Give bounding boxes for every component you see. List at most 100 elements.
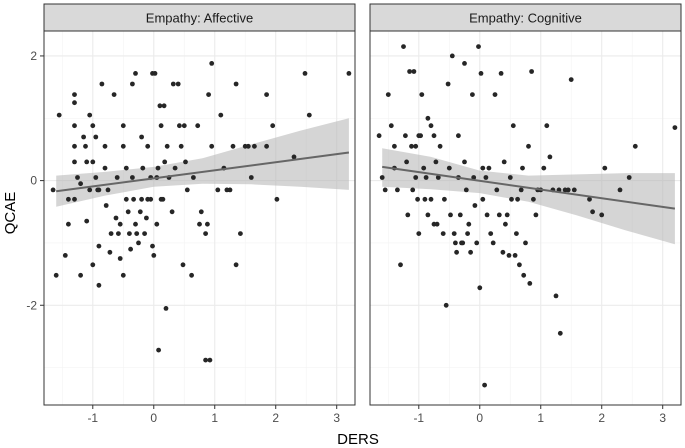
data-point — [183, 159, 188, 165]
data-point — [99, 81, 105, 87]
data-point — [117, 221, 123, 227]
data-point — [50, 187, 56, 193]
data-point — [416, 231, 422, 237]
data-point — [587, 196, 592, 202]
y-tick-label: -2 — [26, 298, 37, 312]
data-point — [81, 134, 86, 140]
data-point — [191, 175, 196, 180]
data-point — [443, 302, 449, 308]
data-point — [460, 240, 466, 246]
data-point — [404, 159, 409, 165]
data-point — [245, 143, 251, 149]
data-point — [509, 196, 514, 202]
data-point — [139, 134, 145, 140]
data-point — [521, 272, 527, 278]
data-point — [501, 159, 507, 165]
data-point — [87, 187, 93, 193]
data-point — [160, 196, 166, 202]
x-tick-label: 2 — [272, 411, 279, 425]
data-point — [435, 175, 441, 180]
data-point — [428, 123, 434, 129]
data-point — [599, 212, 605, 218]
data-point — [248, 175, 254, 180]
data-point — [544, 123, 550, 129]
data-point — [409, 143, 414, 149]
data-point — [478, 71, 484, 76]
data-point — [133, 221, 138, 227]
data-point — [105, 187, 111, 193]
panel-background — [44, 31, 355, 405]
data-point — [96, 243, 102, 249]
data-point — [56, 112, 62, 118]
data-point — [480, 196, 486, 202]
data-point — [291, 154, 297, 160]
data-point — [90, 159, 96, 165]
data-point — [180, 262, 186, 268]
data-point — [440, 231, 446, 237]
data-point — [302, 71, 308, 76]
data-point — [75, 175, 80, 180]
data-point — [422, 196, 428, 202]
data-point — [482, 382, 487, 388]
data-point — [410, 187, 416, 193]
data-point — [418, 133, 423, 139]
data-point — [230, 143, 236, 149]
data-point — [526, 143, 531, 149]
data-point — [264, 92, 269, 97]
data-point — [415, 196, 420, 202]
data-point — [565, 187, 571, 193]
data-point — [512, 253, 518, 258]
data-point — [520, 165, 525, 171]
data-point — [398, 262, 403, 268]
data-point — [425, 212, 431, 218]
data-point — [413, 143, 419, 149]
data-point — [456, 133, 461, 139]
data-point — [62, 253, 68, 258]
data-point — [157, 103, 163, 109]
data-point — [156, 347, 162, 353]
data-point — [617, 187, 623, 193]
strip-background — [43, 3, 356, 32]
data-point — [96, 187, 102, 193]
data-point — [529, 69, 534, 74]
x-tick-label: 1 — [537, 411, 544, 425]
data-point — [155, 165, 161, 171]
y-axis-title: QCAE — [2, 192, 19, 235]
data-point — [632, 143, 638, 149]
data-point — [107, 249, 113, 255]
data-point — [503, 221, 508, 227]
data-point — [379, 175, 385, 180]
data-point — [72, 159, 77, 165]
data-point — [425, 115, 431, 121]
data-point — [116, 231, 121, 237]
data-point — [218, 112, 224, 118]
data-point — [492, 92, 498, 97]
data-point — [470, 92, 475, 97]
data-point — [477, 285, 483, 291]
data-point — [130, 81, 135, 87]
data-point — [120, 272, 126, 278]
data-point — [72, 143, 77, 149]
data-point — [72, 123, 77, 129]
data-point — [376, 133, 382, 139]
data-point — [514, 231, 519, 237]
data-point — [413, 175, 419, 180]
data-point — [428, 196, 434, 202]
data-point — [78, 181, 83, 187]
data-point — [448, 212, 453, 218]
data-point — [163, 306, 169, 311]
data-point — [557, 330, 563, 336]
data-point — [197, 221, 202, 227]
data-point — [84, 159, 90, 165]
data-point — [453, 240, 458, 246]
data-point — [144, 215, 149, 221]
x-tick-label: 0 — [150, 411, 157, 425]
data-point — [498, 71, 504, 76]
data-point — [500, 249, 506, 255]
data-point — [568, 77, 574, 82]
data-point — [392, 143, 397, 149]
data-point — [382, 187, 388, 193]
data-point — [270, 123, 276, 129]
data-point — [136, 240, 141, 246]
data-point — [407, 69, 412, 74]
